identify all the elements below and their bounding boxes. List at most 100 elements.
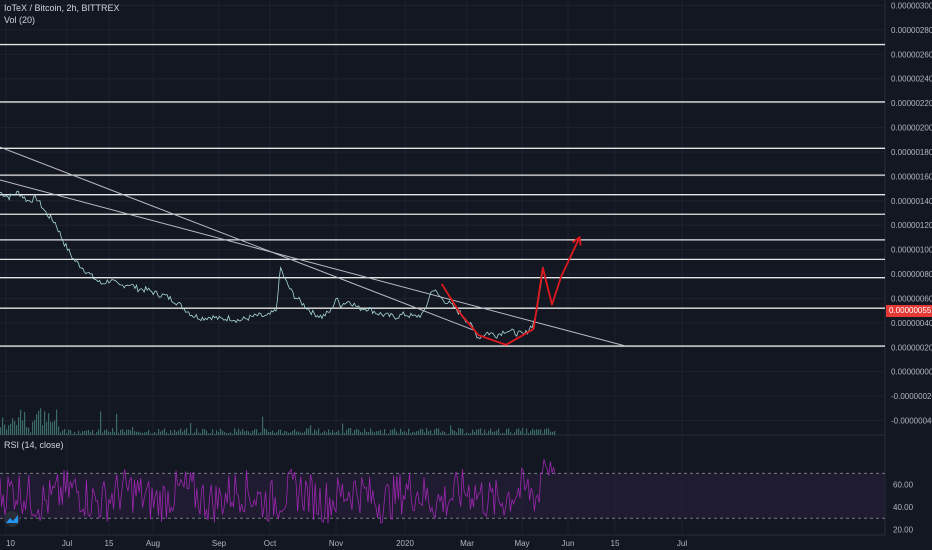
volume-bar <box>162 430 164 435</box>
volume-bar <box>530 430 532 435</box>
volume-bar <box>76 433 78 435</box>
price-tick-label: 0.00000200 <box>891 124 932 133</box>
volume-bar <box>302 432 304 435</box>
volume-bar <box>50 421 52 435</box>
volume-bar <box>480 428 482 435</box>
volume-bar <box>394 428 396 435</box>
volume-bar <box>326 432 328 435</box>
volume-bar <box>142 433 144 435</box>
volume-bar <box>242 429 244 435</box>
volume-bar <box>274 433 276 435</box>
time-tick-label: Aug <box>146 539 160 548</box>
volume-bar <box>540 429 542 435</box>
volume-bar <box>486 433 488 435</box>
volume-bar <box>296 431 298 435</box>
volume-bar <box>386 433 388 435</box>
volume-bar <box>408 428 410 435</box>
price-series <box>0 190 551 340</box>
rsi-legend: RSI (14, close) <box>4 440 64 450</box>
volume-bar <box>418 430 420 435</box>
volume-bar <box>436 428 438 435</box>
volume-bar <box>278 429 280 435</box>
volume-bar <box>250 432 252 435</box>
volume-bar <box>178 430 180 435</box>
volume-bar <box>506 429 508 435</box>
price-axis[interactable]: 0.00000300 0.00000280 0.00000260 0.00000240… <box>891 2 932 535</box>
volume-bar <box>430 430 432 435</box>
volume-bar <box>220 428 222 435</box>
time-tick-label: Oct <box>264 539 277 548</box>
volume-bar <box>224 431 226 435</box>
tradingview-logo-icon[interactable] <box>4 511 20 527</box>
trendlines[interactable] <box>0 146 626 347</box>
volume-bar <box>62 430 64 435</box>
grid-lines <box>0 0 886 536</box>
volume-bar <box>272 430 274 435</box>
volume-bar <box>204 429 206 435</box>
time-tick-label: May <box>514 539 529 548</box>
volume-bar <box>300 432 302 435</box>
volume-bar <box>462 428 464 435</box>
volume-bar <box>148 429 150 435</box>
volume-bar <box>454 430 456 435</box>
volume-bar <box>102 432 104 435</box>
volume-bar <box>478 429 480 435</box>
volume-bar <box>368 432 370 435</box>
volume-bar <box>176 431 178 435</box>
volume-bar <box>10 423 12 435</box>
volume-bar <box>32 421 34 435</box>
volume-bar <box>190 422 192 435</box>
volume-bar <box>526 428 528 435</box>
volume-bar <box>144 432 146 435</box>
volume-bar <box>110 432 112 435</box>
price-tick-label: 0.00000120 <box>891 221 932 230</box>
horizontal-levels[interactable] <box>0 43 885 347</box>
volume-bar <box>352 433 354 435</box>
volume-bar <box>152 433 154 435</box>
volume-bar <box>392 429 394 435</box>
volume-bar <box>434 429 436 435</box>
volume-bar <box>12 418 14 435</box>
volume-bar <box>160 431 162 435</box>
volume-bar <box>248 431 250 435</box>
volume-bar <box>518 428 520 435</box>
volume-bar <box>196 428 198 435</box>
volume-bar <box>80 433 82 435</box>
volume-bar <box>498 428 500 435</box>
volume-bar <box>172 432 174 435</box>
volume-bar <box>376 431 378 435</box>
time-tick-label: Jul <box>677 539 687 548</box>
volume-bar <box>138 431 140 435</box>
price-tick-label: 0.00000100 <box>891 246 932 255</box>
volume-bar <box>56 409 58 435</box>
volume-bar <box>520 431 522 435</box>
volume-bar <box>120 429 122 435</box>
volume-bar <box>370 428 372 435</box>
time-tick-label: Jul <box>62 539 72 548</box>
volume-bar <box>228 432 230 435</box>
volume-bars <box>0 408 556 435</box>
volume-bar <box>150 433 152 435</box>
time-axis[interactable]: 10 Jul 15 Aug Sep Oct Nov 2020 Mar May Jun 15 Jul <box>6 539 687 548</box>
volume-bar <box>114 432 116 435</box>
price-tick-label: 0.00000080 <box>891 270 932 279</box>
volume-bar <box>522 428 524 435</box>
price-tick-label: 0.00000160 <box>891 172 932 181</box>
price-tick-label: 0.00000040 <box>891 319 932 328</box>
volume-bar <box>96 432 98 435</box>
volume-bar <box>232 433 234 435</box>
volume-bar <box>550 431 552 435</box>
volume-bar <box>316 431 318 435</box>
volume-bar <box>328 429 330 435</box>
cup-drawing[interactable] <box>440 235 582 346</box>
rsi-tick-label: 20.00 <box>893 525 914 534</box>
time-tick-label: 10 <box>6 539 15 548</box>
volume-bar <box>490 428 492 435</box>
volume-bar <box>264 428 266 435</box>
volume-bar <box>330 432 332 435</box>
volume-bar <box>20 409 22 435</box>
volume-bar <box>214 433 216 435</box>
volume-bar <box>276 432 278 435</box>
volume-bar <box>350 428 352 435</box>
